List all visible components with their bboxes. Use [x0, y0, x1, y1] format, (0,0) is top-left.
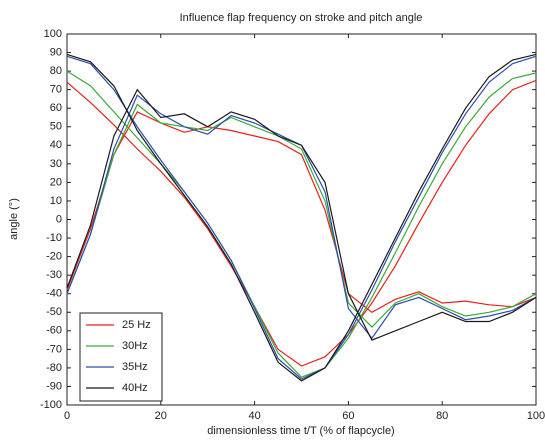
- y-tick-label: -40: [46, 288, 62, 300]
- y-tick-label: -30: [46, 269, 62, 281]
- x-tick-label: 100: [527, 410, 545, 422]
- y-tick-label: -60: [46, 325, 62, 337]
- x-axis-label: dimensionless time t/T (% of flapcycle): [207, 425, 394, 437]
- y-tick-label: 20: [50, 176, 62, 188]
- y-tick-label: -20: [46, 251, 62, 263]
- y-axis-label: angle (°): [8, 198, 20, 240]
- x-tick-label: 40: [248, 410, 260, 422]
- y-tick-label: -50: [46, 306, 62, 318]
- y-tick-label: 30: [50, 158, 62, 170]
- y-tick-label: -100: [40, 399, 62, 411]
- y-tick-label: -70: [46, 343, 62, 355]
- y-tick-label: 50: [50, 121, 62, 133]
- line: [66, 53, 537, 382]
- legend-label: 30Hz: [122, 340, 148, 352]
- y-tick-label: 40: [50, 139, 62, 151]
- y-tick-label: 80: [50, 65, 62, 77]
- legend-label: 25 Hz: [122, 319, 151, 331]
- y-tick-label: 60: [50, 102, 62, 114]
- line: [66, 88, 537, 341]
- x-tick-label: 80: [436, 410, 448, 422]
- x-tick-label: 20: [155, 410, 167, 422]
- y-tick-label: 10: [50, 195, 62, 207]
- y-tick-label: -90: [46, 380, 62, 392]
- y-tick-label: 70: [50, 84, 62, 96]
- y-tick-label: 0: [56, 213, 62, 225]
- legend-label: 35Hz: [122, 361, 148, 373]
- line: [66, 70, 537, 378]
- y-tick-label: 100: [44, 28, 62, 40]
- line: [66, 103, 537, 328]
- line: [66, 111, 537, 314]
- y-tick-label: -10: [46, 232, 62, 244]
- chart-title: Influence flap frequency on stroke and p…: [180, 12, 423, 24]
- line: [66, 79, 537, 367]
- x-tick-label: 0: [64, 410, 70, 422]
- legend-label: 40Hz: [122, 382, 148, 394]
- y-tick-label: 90: [50, 46, 62, 58]
- line: [66, 55, 537, 380]
- legend-box: [79, 312, 163, 402]
- y-tick-label: -80: [46, 362, 62, 374]
- x-tick-label: 60: [342, 410, 354, 422]
